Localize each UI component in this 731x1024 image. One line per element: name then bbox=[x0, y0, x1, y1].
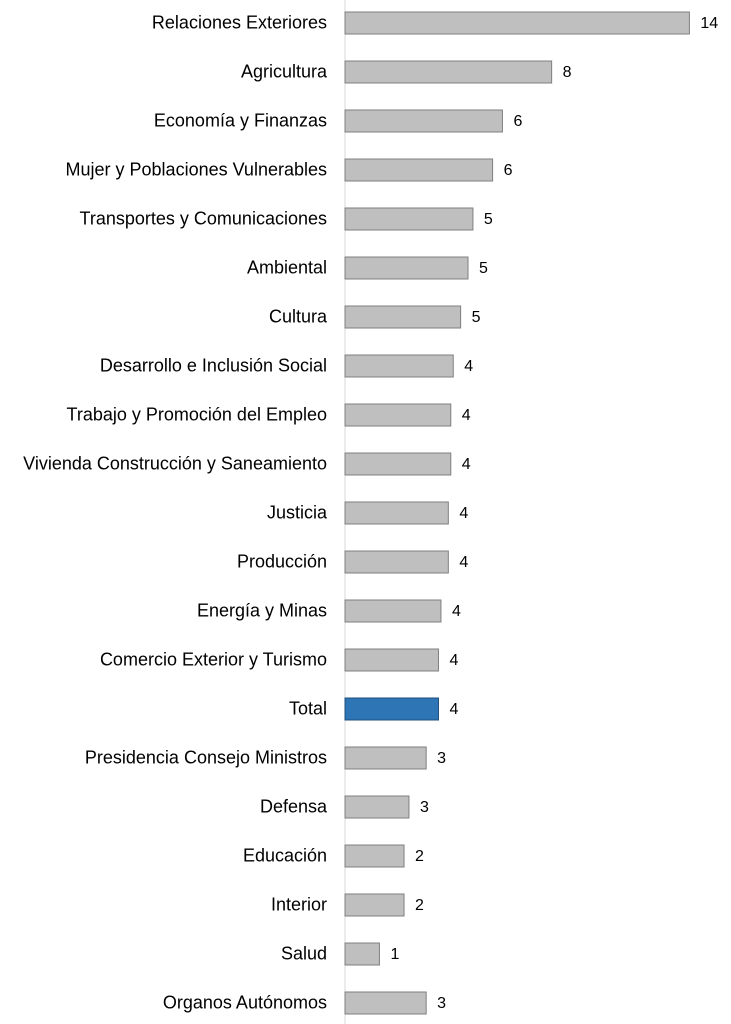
category-label: Defensa bbox=[259, 796, 327, 817]
value-label: 4 bbox=[462, 407, 471, 424]
bar bbox=[344, 109, 503, 133]
bar bbox=[344, 452, 452, 476]
category-label: Interior bbox=[270, 894, 327, 915]
bar bbox=[344, 207, 474, 231]
value-label: 2 bbox=[415, 897, 424, 914]
category-label: Trabajo y Promoción del Empleo bbox=[66, 404, 327, 425]
category-label: Educación bbox=[242, 845, 327, 866]
bar bbox=[344, 60, 553, 84]
category-label: Relaciones Exteriores bbox=[151, 12, 327, 33]
value-label: 3 bbox=[420, 799, 429, 816]
category-label: Cultura bbox=[268, 306, 327, 327]
value-label: 5 bbox=[472, 309, 481, 326]
value-label: 6 bbox=[513, 113, 522, 130]
value-label: 6 bbox=[504, 162, 513, 179]
category-label: Transportes y Comunicaciones bbox=[79, 208, 327, 229]
category-label: Justicia bbox=[266, 502, 327, 523]
bar bbox=[344, 599, 442, 623]
category-label: Salud bbox=[280, 943, 327, 964]
category-label: Presidencia Consejo Ministros bbox=[84, 747, 327, 768]
value-label: 4 bbox=[452, 603, 461, 620]
bar bbox=[344, 697, 439, 721]
value-label: 3 bbox=[437, 750, 446, 767]
value-label: 4 bbox=[462, 456, 471, 473]
value-label: 14 bbox=[700, 15, 718, 32]
category-label: Comercio Exterior y Turismo bbox=[99, 649, 327, 670]
value-label: 5 bbox=[484, 211, 493, 228]
value-label: 4 bbox=[464, 358, 473, 375]
value-label: 1 bbox=[390, 946, 399, 963]
value-label: 3 bbox=[437, 995, 446, 1012]
bar bbox=[344, 844, 405, 868]
category-label: Desarrollo e Inclusión Social bbox=[99, 355, 327, 376]
value-label: 2 bbox=[415, 848, 424, 865]
value-label: 4 bbox=[449, 701, 458, 718]
value-label: 4 bbox=[459, 554, 468, 571]
category-label: Ambiental bbox=[246, 257, 327, 278]
value-label: 4 bbox=[459, 505, 468, 522]
category-label: Agricultura bbox=[240, 61, 327, 82]
bar bbox=[344, 11, 690, 35]
category-label: Energía y Minas bbox=[196, 600, 327, 621]
category-label: Vivienda Construcción y Saneamiento bbox=[23, 453, 327, 474]
bar bbox=[344, 354, 454, 378]
bar bbox=[344, 501, 449, 525]
bar bbox=[344, 158, 494, 182]
category-label: Organos Autónomos bbox=[162, 992, 327, 1013]
bar bbox=[344, 893, 405, 917]
value-label: 8 bbox=[563, 64, 572, 81]
bar bbox=[344, 550, 449, 574]
category-label: Producción bbox=[236, 551, 327, 572]
category-label: Economía y Finanzas bbox=[153, 110, 327, 131]
value-label: 4 bbox=[449, 652, 458, 669]
bar bbox=[344, 746, 427, 770]
bar bbox=[344, 256, 469, 280]
bar bbox=[344, 403, 452, 427]
category-label: Mujer y Poblaciones Vulnerables bbox=[65, 159, 327, 180]
bar bbox=[344, 305, 462, 329]
category-label: Total bbox=[288, 698, 327, 719]
bar bbox=[344, 942, 380, 966]
bar bbox=[344, 648, 439, 672]
bar bbox=[344, 795, 410, 819]
bar bbox=[344, 991, 427, 1015]
value-label: 5 bbox=[479, 260, 488, 277]
